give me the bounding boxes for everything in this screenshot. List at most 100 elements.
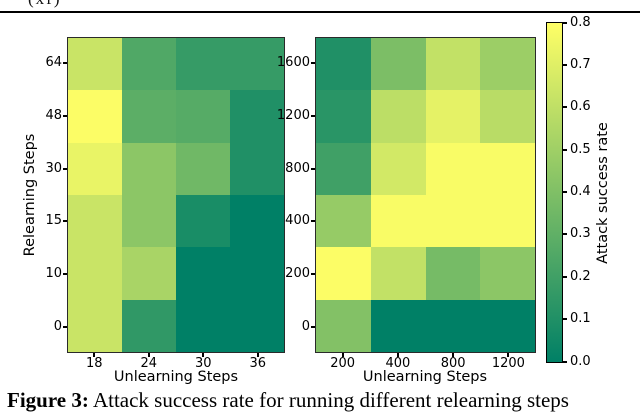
horizontal-rule (0, 11, 640, 13)
heatmap-cell (68, 142, 122, 195)
yaxis-tick-mark (63, 273, 67, 275)
figure-caption: Figure 3: Attack success rate for runnin… (7, 388, 640, 413)
xaxis-tick-mark (396, 353, 399, 357)
xaxis-tick-mark (93, 353, 96, 357)
heatmap-cell (68, 247, 122, 300)
yaxis-tick-label: 10 (45, 266, 62, 281)
right-heatmap-grid (316, 38, 535, 352)
yaxis-tick-mark (63, 325, 67, 328)
yaxis-tick-mark (63, 167, 67, 170)
colorbar-tick-mark (563, 63, 567, 66)
heatmap-cell (176, 247, 230, 300)
heatmap-cell (480, 194, 535, 248)
xaxis-tick-label: 800 (440, 356, 466, 371)
heatmap-cell (68, 194, 122, 248)
xaxis-tick-mark (507, 353, 510, 357)
left-yaxis-title: Relearning Steps (22, 133, 38, 257)
yaxis-tick-label: 200 (285, 266, 310, 281)
yaxis-tick-label: 64 (45, 55, 62, 71)
colorbar-tick-label: 0.5 (570, 141, 591, 157)
heatmap-cell (480, 38, 535, 91)
colorbar-tick-mark (563, 318, 567, 321)
xaxis-tick-mark (341, 353, 344, 357)
heatmap-cell (230, 194, 284, 248)
colorbar-tick-mark (563, 233, 567, 236)
yaxis-tick-label: 1200 (276, 108, 310, 123)
yaxis-tick-label: 15 (45, 213, 62, 229)
colorbar-tick-label: 0.8 (570, 14, 591, 30)
left-heatmap-panel (67, 37, 285, 353)
yaxis-tick-mark (63, 62, 67, 65)
xaxis-tick-mark (256, 353, 259, 357)
left-heatmap-grid (68, 38, 284, 352)
heatmap-cell (230, 142, 284, 195)
heatmap-cell (480, 90, 535, 143)
heatmap-cell (370, 38, 426, 91)
yaxis-tick-mark (311, 220, 315, 223)
xaxis-tick-label: 24 (140, 356, 158, 371)
heatmap-cell (122, 194, 176, 248)
right-xaxis-title: Unlearning Steps (362, 369, 488, 385)
xaxis-tick-mark (452, 353, 455, 357)
colorbar-tick-mark (563, 191, 567, 193)
xaxis-tick-label: 36 (249, 356, 267, 371)
heatmap-cell (370, 194, 426, 248)
heatmap-cell (370, 142, 426, 195)
yaxis-tick-label: 400 (285, 213, 310, 229)
colorbar-tick-label: 0.7 (570, 56, 591, 72)
heatmap-cell (230, 299, 284, 352)
heatmap-cell (122, 299, 176, 352)
yaxis-tick-mark (311, 115, 315, 117)
heatmap-cell (230, 90, 284, 143)
heatmap-cell (122, 247, 176, 300)
heatmap-cell (316, 247, 371, 300)
heatmap-cell (230, 247, 284, 300)
heatmap-cell (425, 299, 481, 352)
xaxis-tick-label: 400 (385, 356, 411, 371)
colorbar-tick-mark (563, 360, 567, 363)
yaxis-tick-label: 0 (301, 318, 310, 334)
heatmap-cell (176, 38, 230, 91)
heatmap-cell (122, 38, 176, 91)
heatmap-cell (68, 299, 122, 352)
heatmap-cell (425, 142, 481, 195)
heatmap-cell (425, 90, 481, 143)
xaxis-tick-label: 1200 (491, 356, 525, 371)
heatmap-cell (316, 90, 371, 143)
xaxis-tick-mark (147, 353, 150, 357)
yaxis-tick-mark (63, 115, 67, 117)
colorbar-tick-label: 0.6 (570, 99, 591, 115)
heatmap-cell (425, 38, 481, 91)
heatmap-cell (316, 142, 371, 195)
cropped-formula-text: (xf) (28, 0, 138, 9)
heatmap-cell (480, 142, 535, 195)
heatmap-cell (370, 247, 426, 300)
colorbar-tick-label: 0.1 (570, 311, 591, 327)
caption-label: Figure 3: (7, 388, 89, 412)
yaxis-tick-mark (63, 220, 67, 223)
colorbar-tick-label: 0.4 (570, 184, 591, 199)
yaxis-tick-mark (311, 167, 315, 170)
colorbar-tick-label: 0.2 (570, 268, 591, 284)
colorbar (546, 22, 563, 363)
yaxis-tick-mark (311, 325, 315, 328)
colorbar-tick-label: 0.0 (570, 353, 591, 369)
colorbar-label: Attack success rate (595, 122, 611, 264)
heatmap-cell (68, 38, 122, 91)
yaxis-tick-label: 1600 (276, 55, 310, 71)
yaxis-tick-mark (311, 62, 315, 65)
yaxis-tick-label: 30 (45, 160, 62, 176)
heatmap-cell (122, 90, 176, 143)
xaxis-tick-mark (202, 353, 205, 357)
right-heatmap-panel (315, 37, 536, 353)
cropped-formula-fragment: (xf) (28, 0, 138, 9)
heatmap-cell (176, 90, 230, 143)
heatmap-cell (425, 247, 481, 300)
yaxis-tick-label: 800 (285, 160, 310, 176)
heatmap-cell (122, 142, 176, 195)
heatmap-cell (480, 247, 535, 300)
yaxis-tick-label: 48 (45, 108, 62, 123)
yaxis-tick-mark (311, 273, 315, 275)
left-xaxis-title: Unlearning Steps (113, 369, 239, 385)
